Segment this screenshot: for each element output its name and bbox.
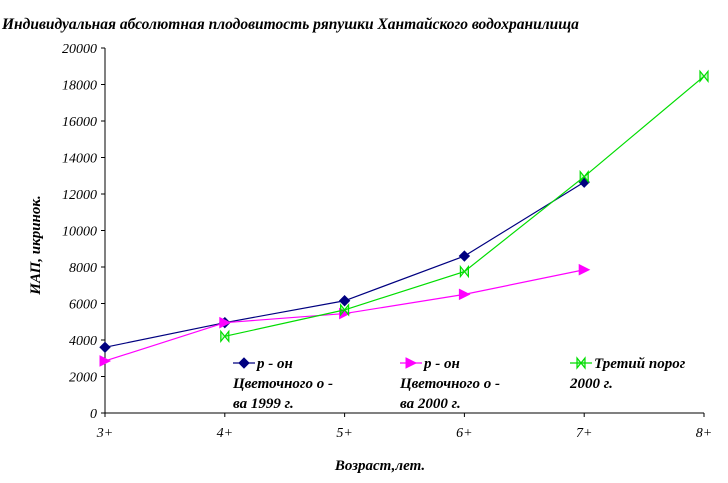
y-tick-label: 4000: [69, 334, 97, 349]
x-tick-label: 8+: [696, 426, 712, 441]
data-point-marker: [405, 357, 418, 369]
legend-label: Цветочного о -: [232, 376, 333, 392]
y-tick-label: 18000: [62, 79, 97, 94]
legend-item-3: Третий порог 2000 г.: [569, 356, 686, 392]
legend-label: 2000 г.: [569, 376, 613, 392]
y-tick-label: 10000: [62, 225, 97, 240]
x-axis-label: Возраст,лет.: [334, 458, 425, 474]
series-layer: [99, 69, 709, 367]
legend-item-2: р - он Цветочного о - ва 2000 г.: [399, 356, 500, 412]
legend-label: р - он: [422, 356, 460, 372]
ticks: 0 2000 4000 6000 8000 10000 12000 14000 16000 180…: [62, 42, 712, 441]
data-point-marker: [458, 250, 471, 262]
data-point-marker: [340, 303, 350, 317]
y-tick-label: 20000: [62, 42, 97, 57]
data-point-marker: [338, 295, 351, 307]
legend-label: ва 1999 г.: [233, 396, 294, 412]
legend-label: Третий порог: [594, 356, 686, 372]
data-point-marker: [699, 69, 709, 83]
series-3: [220, 69, 709, 344]
series-line: [104, 181, 585, 348]
y-tick-label: 6000: [69, 298, 97, 313]
legend-label: Цветочного о -: [399, 376, 500, 392]
x-tick-label: 4+: [217, 426, 233, 441]
legend: р - он Цветочного о - ва 1999 г. р - он Цвет…: [232, 356, 686, 412]
y-tick-label: 16000: [62, 115, 97, 130]
legend-item-1: р - он Цветочного о - ва 1999 г.: [232, 356, 333, 412]
data-point-marker: [219, 316, 231, 329]
legend-label: ва 2000 г.: [400, 396, 461, 412]
series-2: [99, 263, 591, 367]
y-axis-label: ИАП, икринок.: [28, 195, 44, 295]
y-axis-label-group: ИАП, икринок.: [28, 195, 44, 295]
data-point-marker: [99, 341, 111, 354]
x-tick-label: 6+: [456, 426, 472, 441]
data-point-marker: [578, 263, 591, 276]
y-tick-label: 0: [90, 407, 97, 422]
y-tick-label: 14000: [62, 152, 97, 167]
data-point-marker: [579, 169, 589, 184]
x-tick-label: 3+: [96, 426, 113, 441]
x-tick-label: 5+: [336, 426, 352, 441]
y-tick-label: 2000: [69, 371, 97, 386]
data-point-marker: [238, 357, 250, 369]
chart-title: Индивидуальная абсолютная плодовитость р…: [1, 16, 579, 33]
data-point-marker: [576, 356, 586, 370]
data-point-marker: [99, 355, 112, 367]
y-tick-label: 8000: [69, 261, 97, 276]
y-tick-label: 12000: [62, 188, 97, 203]
data-point-marker: [459, 264, 469, 279]
legend-label: р - он: [255, 356, 293, 372]
data-point-marker: [458, 288, 471, 301]
data-point-marker: [220, 329, 230, 344]
series-1: [99, 176, 590, 354]
x-tick-label: 7+: [576, 426, 592, 441]
